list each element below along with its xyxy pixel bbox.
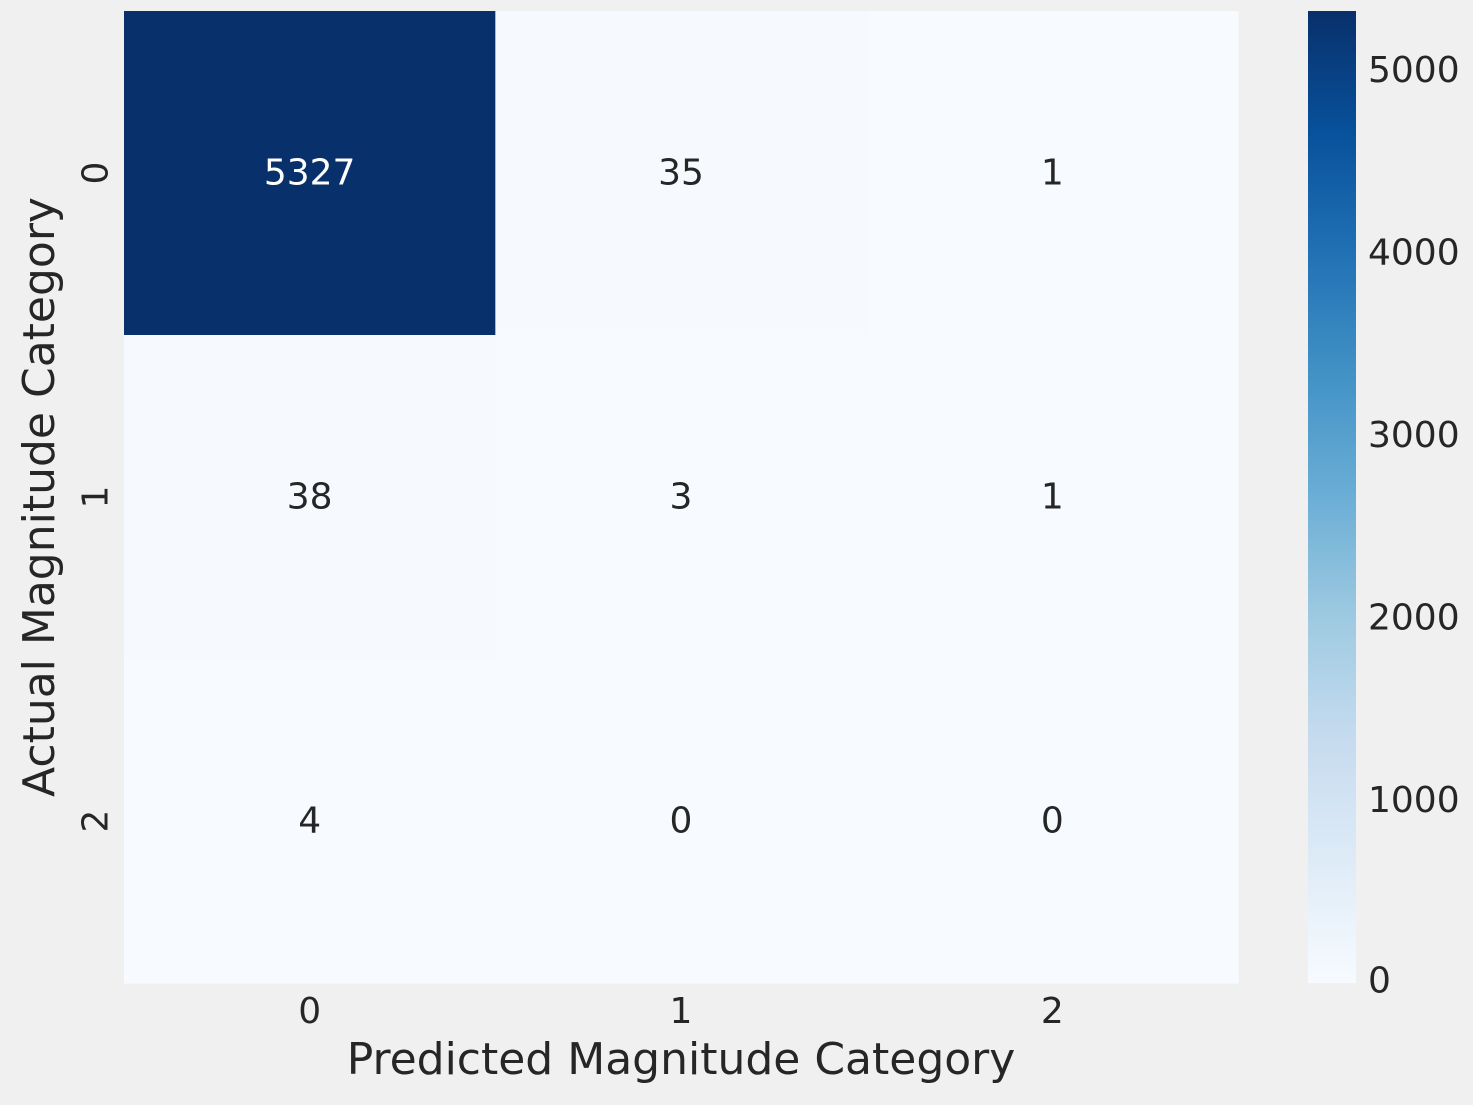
cell-value-r0-c1: 35 [658, 153, 704, 194]
heatmap-cell-r1-c1 [495, 335, 868, 660]
y-tick-label-2: 2 [76, 810, 117, 833]
y-axis-label: Actual Magnitude Category [14, 197, 65, 797]
cell-value-r1-c1: 3 [670, 477, 693, 518]
colorbar-tick-3000: 3000 [1368, 415, 1460, 456]
heatmap-cell-r2-c1 [495, 659, 868, 984]
heatmap-cell-r1-c0 [124, 335, 496, 660]
heatmap-cell-r0-c1 [495, 11, 868, 336]
cell-value-r1-c2: 1 [1041, 477, 1064, 518]
heatmap-cell-r0-c2 [866, 11, 1239, 336]
colorbar-tick-2000: 2000 [1368, 598, 1460, 639]
x-tick-label-0: 0 [298, 991, 321, 1032]
cell-value-r0-c0: 5327 [264, 153, 356, 194]
heatmap-cell-r2-c2 [866, 659, 1239, 984]
colorbar-tick-5000: 5000 [1368, 50, 1460, 91]
cell-value-r2-c2: 0 [1041, 801, 1064, 842]
heatmap-cell-r2-c0 [124, 659, 496, 984]
cell-value-r0-c2: 1 [1041, 153, 1064, 194]
x-axis-ticks: 0 1 2 [298, 991, 1064, 1032]
x-axis-label: Predicted Magnitude Category [347, 1034, 1016, 1085]
cell-value-r2-c1: 0 [670, 801, 693, 842]
colorbar-ticks: 0 1000 2000 3000 4000 5000 [1368, 50, 1460, 1001]
colorbar-tick-4000: 4000 [1368, 233, 1460, 274]
heatmap-cell-labels: 5327 35 1 38 3 1 4 0 0 [264, 153, 1064, 842]
x-tick-label-1: 1 [670, 991, 693, 1032]
y-axis-ticks: 0 1 2 [76, 162, 117, 833]
heatmap-cell-r0-c0 [124, 11, 496, 336]
x-tick-label-2: 2 [1041, 991, 1064, 1032]
colorbar-tick-0: 0 [1368, 961, 1391, 1002]
cell-value-r2-c0: 4 [298, 801, 321, 842]
y-tick-label-1: 1 [76, 486, 117, 509]
heatmap-cells [124, 11, 1239, 984]
heatmap-cell-r1-c2 [866, 335, 1239, 660]
colorbar-tick-1000: 1000 [1368, 780, 1460, 821]
colorbar [1308, 11, 1356, 983]
y-tick-label-0: 0 [76, 162, 117, 185]
cell-value-r1-c0: 38 [287, 477, 333, 518]
